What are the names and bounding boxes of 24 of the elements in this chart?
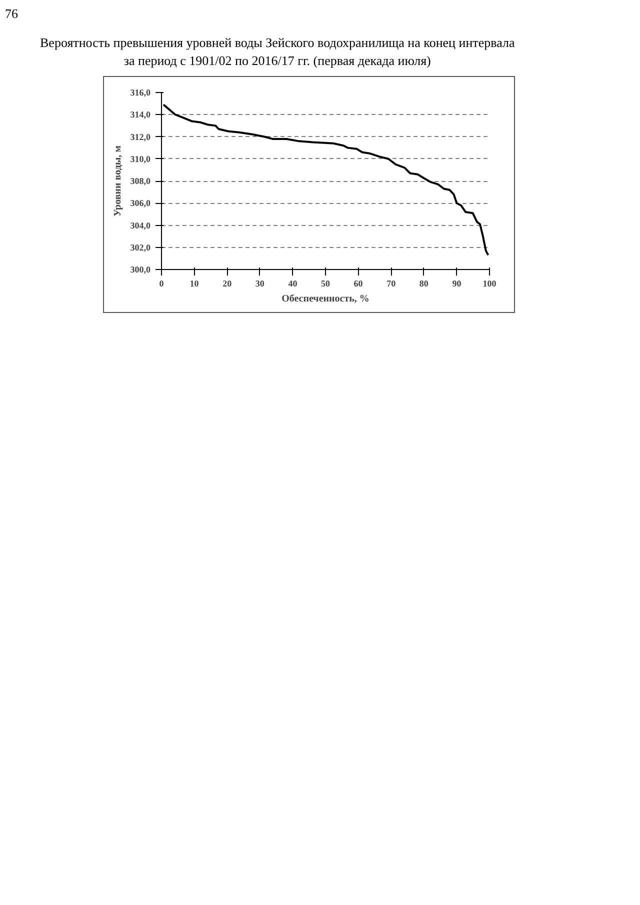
x-tick-label: 90 — [452, 278, 462, 288]
y-tick-label: 306,0 — [130, 198, 151, 208]
y-tick-label: 304,0 — [130, 220, 151, 230]
y-tick-label: 302,0 — [130, 242, 151, 252]
x-tick-label: 0 — [159, 278, 164, 288]
y-tick-label: 308,0 — [130, 176, 151, 186]
x-tick-label: 10 — [190, 278, 200, 288]
x-axis-title: Обеспеченность, % — [282, 293, 370, 304]
y-axis-title: Уровни воды, м — [112, 145, 124, 216]
x-tick-label: 40 — [288, 278, 298, 288]
y-tick-label: 300,0 — [130, 264, 151, 274]
x-tick-label: 60 — [354, 278, 364, 288]
x-tick-label: 50 — [321, 278, 330, 288]
y-tick-label: 312,0 — [130, 131, 151, 142]
y-tick-label: 316,0 — [130, 87, 151, 98]
x-tick-label: 70 — [386, 278, 396, 288]
x-tick-label: 80 — [419, 278, 429, 288]
x-tick-label: 30 — [255, 278, 265, 288]
y-tick-label: 310,0 — [130, 154, 151, 164]
x-tick-label: 100 — [482, 278, 497, 288]
chart-title: Вероятность превышения уровней воды Зейского водохранилища на конец интервала за период с 1901/02 по 2016/17 гг. (первая декада июля) — [40, 34, 515, 70]
text: 76 — [5, 5, 18, 23]
y-tick-label: 314,0 — [130, 109, 151, 120]
x-tick-label: 20 — [222, 278, 232, 288]
